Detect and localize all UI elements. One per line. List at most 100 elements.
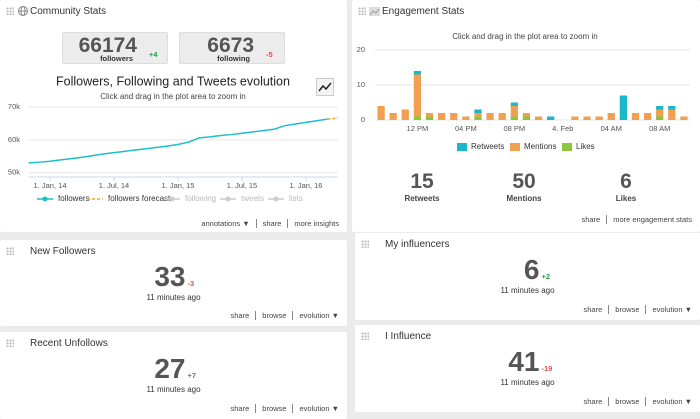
line-chart: Followers, Following and Tweets evolutio… <box>8 74 339 203</box>
drag-handle[interactable] <box>6 247 14 255</box>
link[interactable]: share <box>230 311 250 320</box>
bar-segment <box>680 116 688 120</box>
bar-segment <box>462 116 470 120</box>
footer-links: share browse evolution ▼ <box>584 397 692 406</box>
card-value: 41 <box>508 346 540 377</box>
legend-label[interactable]: followers forecast <box>108 194 171 203</box>
series-line <box>327 117 339 120</box>
bar-segment <box>510 106 518 117</box>
link[interactable]: evolution ▼ <box>292 311 339 320</box>
x-tick-label: 1. Jan, 14 <box>34 181 67 190</box>
legend-dot <box>169 196 175 202</box>
series-line <box>28 118 328 164</box>
drag-handle[interactable] <box>361 240 369 248</box>
stat-value: 15 <box>410 170 434 193</box>
stat-value: 66174 <box>78 34 137 57</box>
bar-segment <box>413 74 422 117</box>
engagement-stat: 50 Mentions <box>474 170 574 203</box>
link[interactable]: share <box>230 404 250 413</box>
bar-segment <box>450 113 458 120</box>
chart-menu-button[interactable] <box>316 78 334 96</box>
stat-box: 6673 following -5 <box>179 32 285 64</box>
chart-title: Followers, Following and Tweets evolutio… <box>56 74 290 88</box>
bar-segment <box>607 113 615 120</box>
link[interactable]: share <box>255 219 282 228</box>
legend-dot <box>42 196 48 202</box>
bar-segment <box>534 116 543 120</box>
stat-label: followers <box>100 54 133 63</box>
card-panel: I Influence 41 -19 11 minutes ago share brows… <box>355 325 700 412</box>
bar-segment <box>571 116 579 120</box>
x-tick-label: 1. Jan, 16 <box>290 181 323 190</box>
link[interactable]: more insights <box>287 219 339 228</box>
engagement-stat: 6 Likes <box>576 170 676 203</box>
card-time: 11 minutes ago <box>500 378 555 387</box>
engagement-stat: 15 Retweets <box>372 170 472 203</box>
bar-segment <box>656 116 664 120</box>
bar-segment <box>389 113 397 120</box>
chart-subtitle: Click and drag in the plot area to zoom … <box>100 92 245 101</box>
bar-segment <box>474 109 482 113</box>
link[interactable]: evolution ▼ <box>292 404 339 413</box>
bar-segment <box>413 116 422 120</box>
drag-handle[interactable] <box>358 7 366 15</box>
bar-segment <box>631 113 640 120</box>
bar-segment <box>619 95 627 120</box>
link[interactable]: share <box>583 305 603 314</box>
x-tick-label: 1. Jul, 14 <box>99 181 129 190</box>
legend-label[interactable]: lists <box>289 194 303 203</box>
footer-links: annotations ▼ share more insights <box>201 219 339 228</box>
y-tick-label: 60k <box>8 135 20 144</box>
legend-label[interactable]: following <box>185 194 216 203</box>
panel-title: I Influence <box>385 331 432 342</box>
card-value: 27 <box>154 353 186 384</box>
link[interactable]: browse <box>608 305 640 314</box>
x-tick-label: 1. Jul, 15 <box>227 181 257 190</box>
link[interactable]: annotations ▼ <box>201 219 250 228</box>
card-panel: My influencers 6 +2 11 minutes ago share brow… <box>355 233 700 320</box>
chart-icon <box>369 7 380 16</box>
x-tick-label: 12 PM <box>407 124 429 133</box>
bar-segment <box>583 116 591 120</box>
stat-value: 6673 <box>207 34 254 57</box>
x-tick-label: 1. Jan, 15 <box>162 181 195 190</box>
bar-segment <box>547 116 555 120</box>
stat-box: 66174 followers +4 <box>62 32 168 64</box>
panel-title: Community Stats <box>30 6 107 17</box>
legend-dot <box>273 196 279 202</box>
x-tick-label: 08 AM <box>649 124 670 133</box>
legend-label[interactable]: tweets <box>241 194 264 203</box>
legend-label[interactable]: Mentions <box>524 142 556 151</box>
bar-segment <box>643 113 652 120</box>
y-tick-label: 20 <box>357 45 365 54</box>
drag-handle[interactable] <box>6 339 14 347</box>
drag-handle[interactable] <box>361 332 369 340</box>
drag-handle[interactable] <box>6 7 14 15</box>
legend-label[interactable]: Retweets <box>471 142 504 151</box>
link[interactable]: evolution ▼ <box>645 305 692 314</box>
bar-segment <box>522 116 531 120</box>
card-time: 11 minutes ago <box>500 286 555 295</box>
link[interactable]: browse <box>608 397 640 406</box>
legend-swatch <box>457 143 467 151</box>
engagement-panel: Engagement Stats Click and drag in the p… <box>352 0 700 232</box>
link[interactable]: browse <box>255 311 287 320</box>
legend-label[interactable]: followers <box>58 194 90 203</box>
y-tick-label: 0 <box>361 115 365 124</box>
bar-segment <box>668 106 676 110</box>
link[interactable]: evolution ▼ <box>645 397 692 406</box>
link[interactable]: share <box>583 397 603 406</box>
link[interactable]: more engagement stats <box>606 215 692 224</box>
footer-links: share browse evolution ▼ <box>584 305 692 314</box>
bar-segment <box>595 116 603 120</box>
link[interactable]: browse <box>255 404 287 413</box>
bar-segment <box>656 106 664 110</box>
link[interactable]: share <box>581 215 601 224</box>
legend-swatch <box>562 143 572 151</box>
bar-segment <box>474 116 482 120</box>
stat-label: Likes <box>615 194 637 203</box>
legend-label[interactable]: Likes <box>576 142 595 151</box>
bar-chart: Click and drag in the plot area to zoom … <box>357 32 690 151</box>
card-delta: +2 <box>541 272 551 281</box>
